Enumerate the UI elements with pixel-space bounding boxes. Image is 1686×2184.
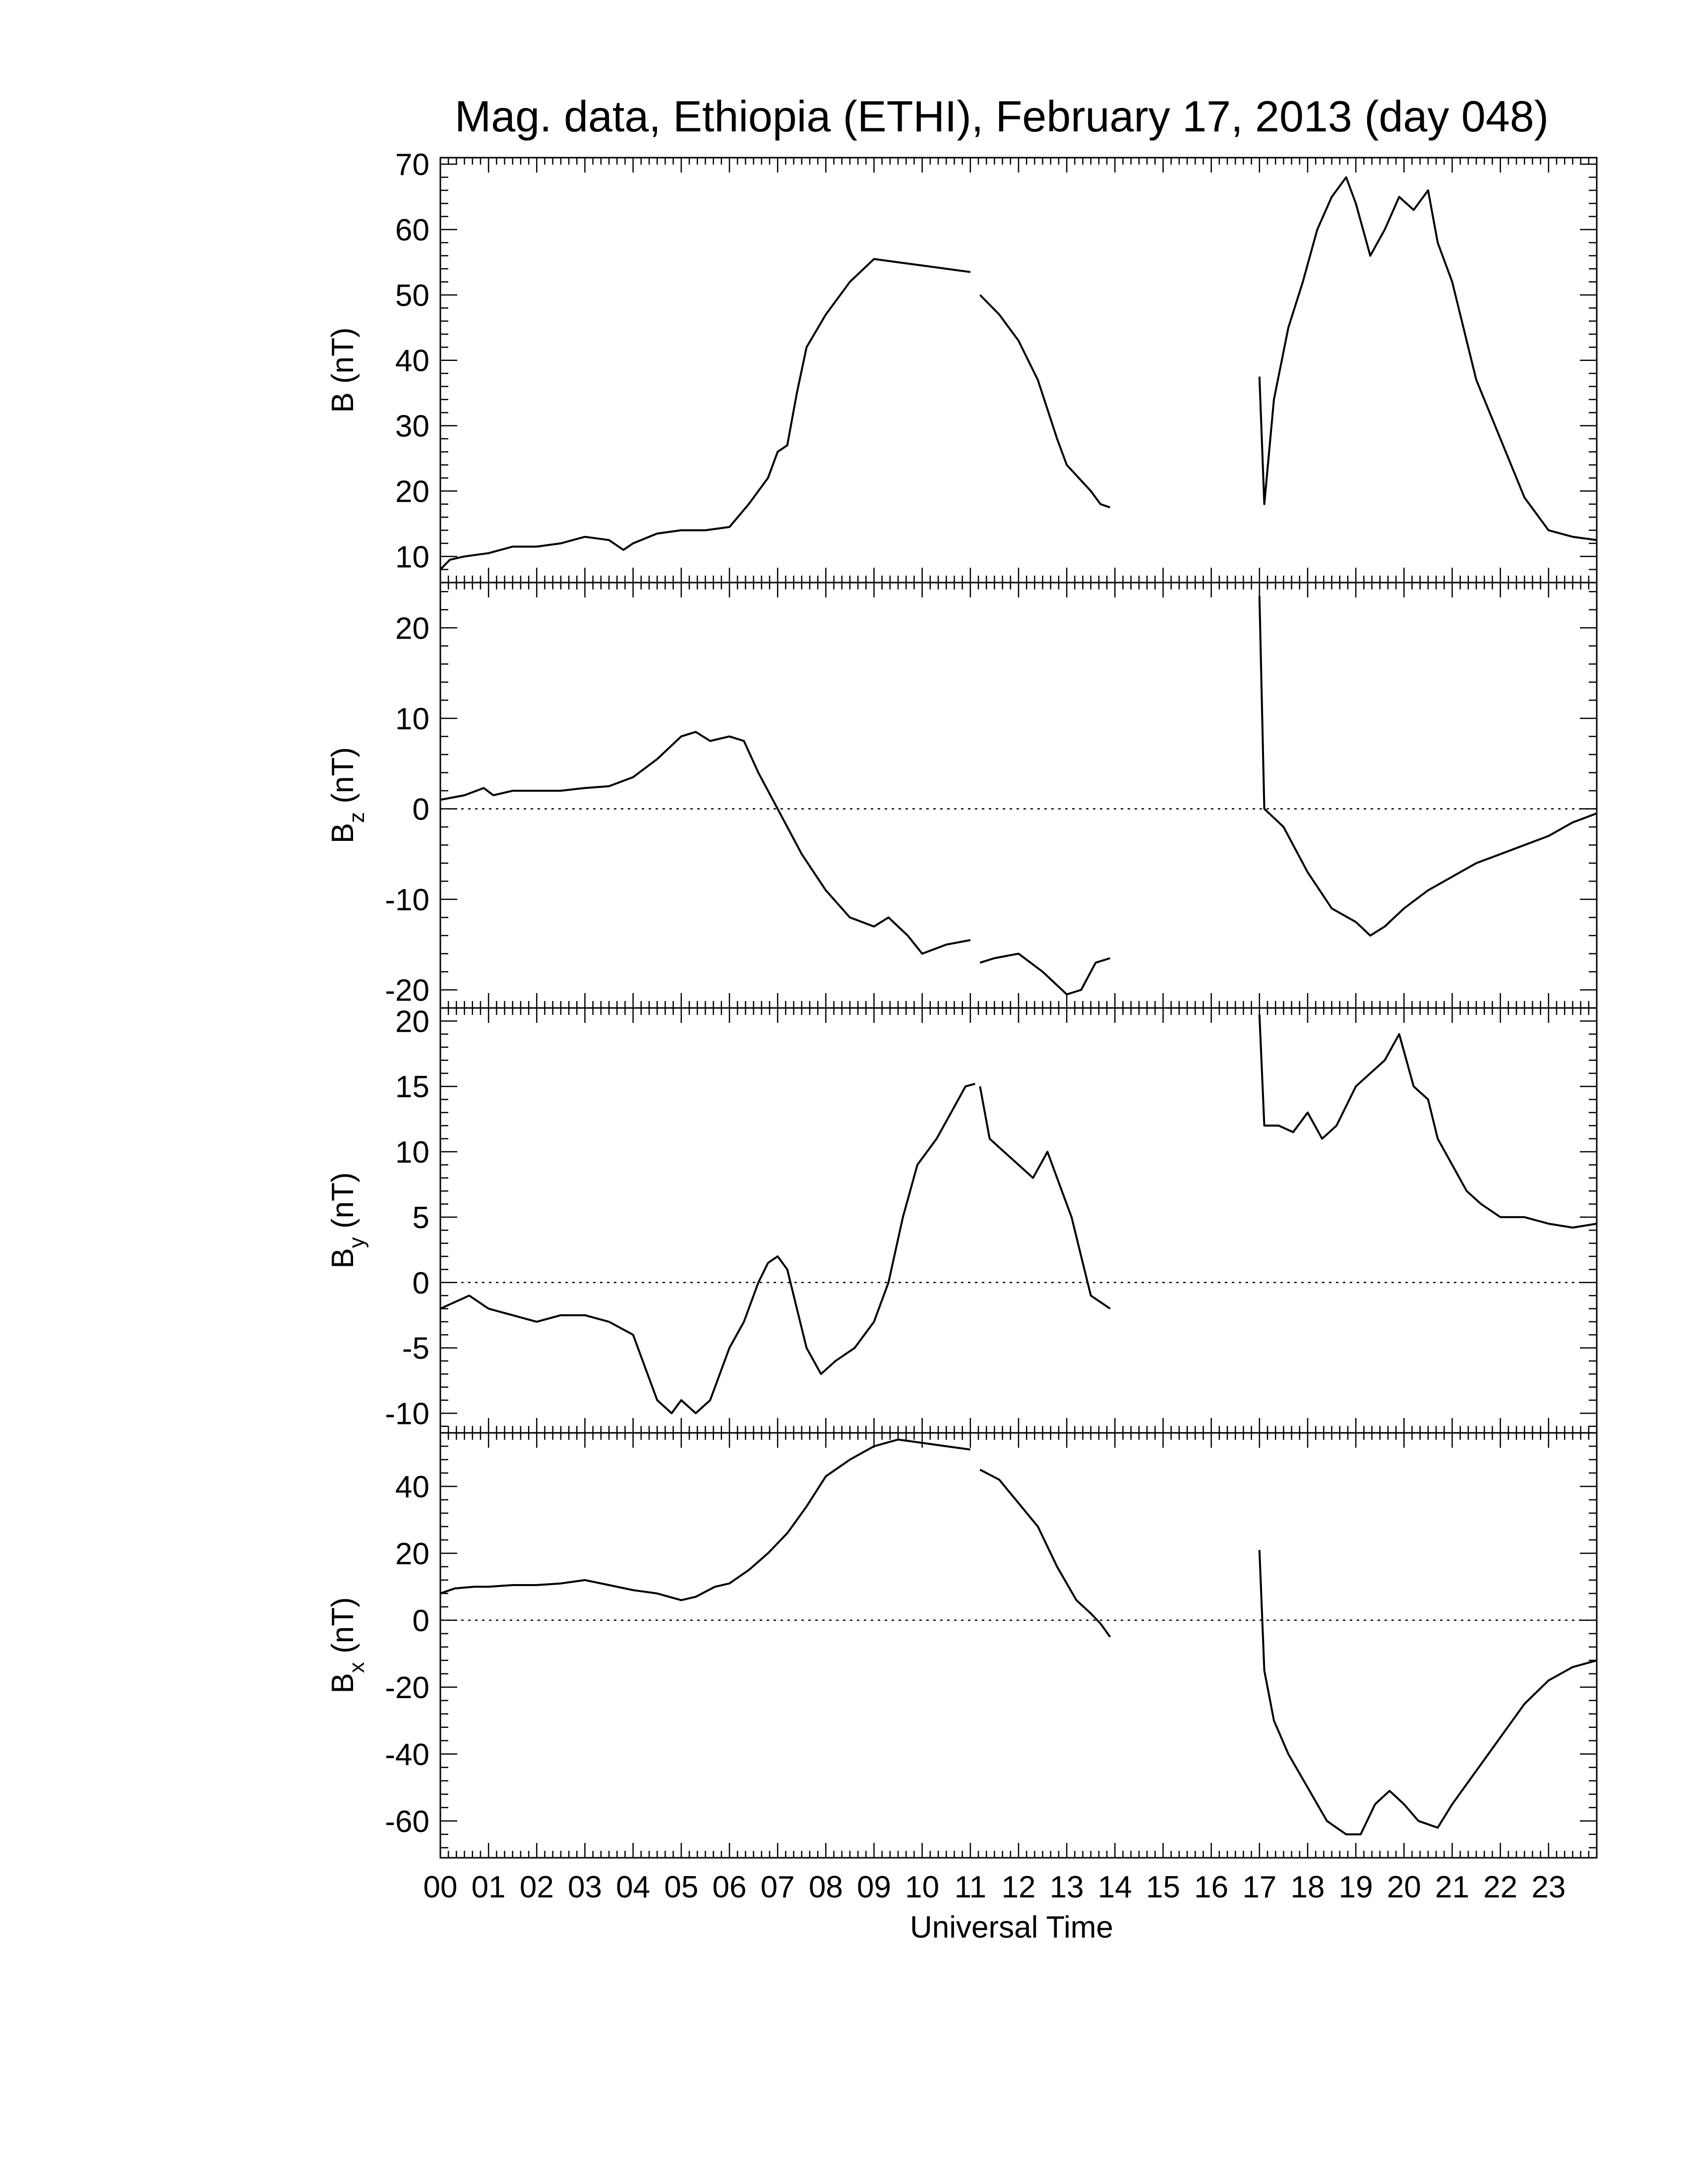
panel-frame	[439, 1432, 1598, 1859]
x-tick-label: 00	[423, 1870, 458, 1904]
x-tick-label: 01	[472, 1870, 506, 1904]
y-tick-label: -5	[402, 1332, 429, 1366]
x-tick-label: 21	[1435, 1870, 1469, 1904]
series-line-bz	[979, 952, 1111, 996]
x-tick-label: 17	[1242, 1870, 1276, 1904]
series-line-by	[440, 1082, 976, 1415]
y-tick-label: 20	[395, 1004, 429, 1039]
x-tick-label: 03	[568, 1870, 602, 1904]
y-tick-label: -10	[385, 1397, 429, 1431]
y-axis-label: By (nT)	[326, 1172, 369, 1268]
panel-bx: -60 -40 -20 0 20 40 Bx (nT)	[326, 1432, 1598, 1859]
x-tick-label: 20	[1387, 1870, 1421, 1904]
y-tick-label: -20	[385, 1671, 429, 1705]
y-tick-label: 50	[395, 279, 429, 313]
series-line-bx	[1258, 1550, 1597, 1835]
series-line-bx	[979, 1469, 1111, 1638]
panel-bz: -20 -10 0 10 20 Bz (nT)	[326, 582, 1598, 1009]
y-tick-label: 60	[395, 213, 429, 247]
series-line-bz	[440, 731, 971, 955]
y-tick-label: 70	[395, 148, 429, 182]
x-tick-label: 22	[1483, 1870, 1517, 1904]
series-line-by	[1258, 1014, 1597, 1229]
x-tick-label: 08	[809, 1870, 843, 1904]
x-tick-label: 12	[1002, 1870, 1036, 1904]
y-tick-label: 20	[395, 1537, 429, 1571]
y-tick-label: -60	[385, 1805, 429, 1839]
x-tick-label: 18	[1291, 1870, 1325, 1904]
y-axis-label: Bz (nT)	[326, 747, 369, 843]
panel-frame	[439, 157, 1598, 584]
y-axis-label: B (nT)	[326, 327, 360, 413]
x-tick-label: 11	[955, 1870, 986, 1904]
x-tick-label: 13	[1050, 1870, 1084, 1904]
y-tick-label: 10	[395, 702, 429, 736]
y-tick-label: -40	[385, 1738, 429, 1772]
x-tick-label: 07	[761, 1870, 795, 1904]
y-tick-label: -20	[385, 973, 429, 1007]
series-line-bx	[440, 1438, 971, 1601]
x-tick-label: 06	[713, 1870, 747, 1904]
x-tick-label: 02	[520, 1870, 554, 1904]
series-line-by	[979, 1086, 1111, 1310]
series-line-bz	[1258, 596, 1597, 937]
panel-by: -10 -5 0 5 10 15 20 By (nT)	[326, 1004, 1598, 1434]
panel-frame	[439, 582, 1598, 1009]
y-tick-label: 30	[395, 410, 429, 444]
y-tick-label: 40	[395, 344, 429, 378]
x-tick-label: 16	[1194, 1870, 1228, 1904]
x-tick-label: 19	[1339, 1870, 1373, 1904]
panel-frame	[439, 1007, 1598, 1434]
x-tick-label: 14	[1098, 1870, 1132, 1904]
x-tick-label: 09	[857, 1870, 891, 1904]
y-tick-label: 10	[395, 1135, 429, 1170]
x-tick-label: 05	[664, 1870, 698, 1904]
series-line-b	[979, 294, 1111, 509]
y-tick-label: 20	[395, 474, 429, 509]
y-tick-label: 0	[413, 792, 429, 826]
y-tick-label: 10	[395, 540, 429, 574]
x-tick-label: 10	[905, 1870, 939, 1904]
panel-b: 10 20 30 40 50 60 70 B (nT)	[326, 148, 1598, 584]
y-tick-label: 0	[413, 1266, 429, 1300]
x-axis-label: Universal Time	[910, 1910, 1113, 1945]
x-tick-label: 23	[1531, 1870, 1566, 1904]
chart-title: Mag. data, Ethiopia (ETHI), February 17,…	[455, 92, 1549, 141]
series-line-b	[439, 258, 971, 571]
x-tick-label: 15	[1146, 1870, 1180, 1904]
y-tick-label: 5	[413, 1201, 429, 1235]
x-tick-label: 04	[616, 1870, 650, 1904]
y-tick-label: 0	[413, 1604, 429, 1638]
series-line-b	[1258, 176, 1597, 541]
y-tick-label: 20	[395, 611, 429, 646]
y-tick-label: 40	[395, 1470, 429, 1504]
y-axis-label: Bx (nT)	[326, 1597, 369, 1693]
y-tick-label: 15	[395, 1070, 429, 1104]
y-tick-label: -10	[385, 883, 429, 917]
